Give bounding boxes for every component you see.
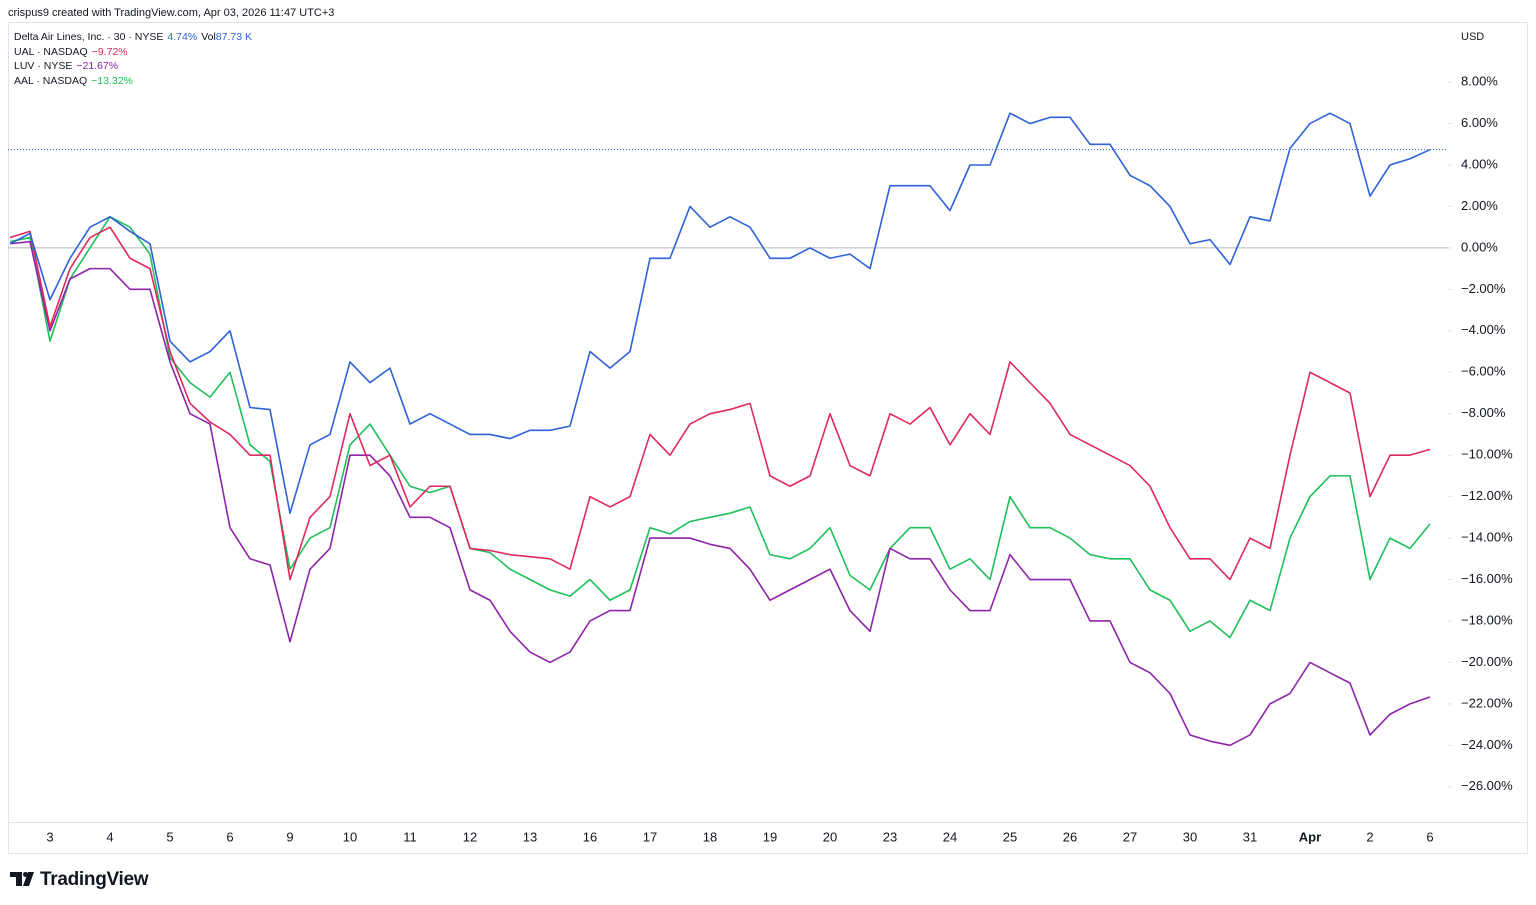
y-tick-label: 6.00%	[1461, 115, 1498, 130]
x-tick-label: 17	[643, 829, 657, 844]
x-tick-label: 18	[703, 829, 717, 844]
x-tick-label: 24	[943, 829, 957, 844]
series-line	[9, 226, 1431, 581]
x-tick-label: 16	[583, 829, 597, 844]
y-tick-label: −26.00%	[1461, 778, 1513, 793]
x-tick-label: 30	[1183, 829, 1197, 844]
legend-name: LUV · NYSE	[14, 60, 73, 72]
y-tick-label: −22.00%	[1461, 695, 1513, 710]
x-tick-label: Apr	[1299, 829, 1321, 844]
volume-label: Vol	[201, 31, 216, 43]
y-tick-label: −8.00%	[1461, 405, 1506, 420]
x-tick-label: 31	[1243, 829, 1257, 844]
x-tick-label: 11	[403, 829, 417, 844]
brand: TradingView	[40, 869, 149, 890]
header: crispus9 created with TradingView.com, A…	[8, 7, 335, 19]
x-tick-label: 9	[286, 829, 293, 844]
legend-row: LUV · NYSE −21.67%	[14, 59, 256, 74]
series-line	[9, 216, 1431, 639]
chart-frame	[8, 22, 1528, 854]
legend-name: AAL · NASDAQ	[14, 74, 88, 87]
y-tick-label: −20.00%	[1461, 654, 1513, 669]
y-tick-label: 0.00%	[1461, 239, 1498, 254]
legend-name: Delta Air Lines, Inc. · 30 · NYSE	[14, 31, 164, 43]
x-tick-label: 26	[1063, 829, 1077, 844]
x-tick-label: 20	[823, 829, 837, 844]
y-tick-label: −24.00%	[1461, 737, 1513, 752]
series-line	[9, 240, 1431, 747]
logo-icon	[10, 872, 34, 886]
y-tick-label: −14.00%	[1461, 529, 1513, 544]
x-tick-label: 27	[1123, 829, 1137, 844]
y-tick-label: −12.00%	[1461, 488, 1513, 503]
x-tick-label: 25	[1003, 829, 1017, 844]
legend-row: AAL · NASDAQ −13.32%	[14, 74, 256, 89]
y-tick-label: 2.00%	[1461, 198, 1498, 213]
x-tick-label: 3	[46, 829, 53, 844]
legend-row: UAL · NASDAQ −9.72%	[14, 45, 256, 60]
y-tick-label: −10.00%	[1461, 447, 1513, 462]
x-tick-label: 2	[1366, 829, 1373, 844]
x-tick-label: 13	[523, 829, 537, 844]
y-tick-label: −16.00%	[1461, 571, 1513, 586]
volume-value: 87.73 K	[215, 31, 252, 43]
y-tick-label: 8.00%	[1461, 74, 1498, 89]
x-tick-label: 6	[1426, 829, 1433, 844]
x-tick-label: 19	[763, 829, 777, 844]
x-tick-label: 6	[226, 829, 233, 844]
x-tick-label: 5	[166, 829, 173, 844]
legend-change: 4.74%	[167, 31, 198, 43]
x-tick-label: 12	[463, 829, 477, 844]
legend-change: −9.72%	[91, 45, 128, 58]
y-tick-label: 4.00%	[1461, 156, 1498, 171]
y-tick-label: −6.00%	[1461, 364, 1506, 379]
x-tick-label: 23	[883, 829, 897, 844]
legend: Delta Air Lines, Inc. · 30 · NYSE 4.74% Vo…	[14, 30, 256, 88]
x-tick-label: 10	[343, 829, 357, 844]
y-tick-label: −2.00%	[1461, 281, 1506, 296]
legend-change: −13.32%	[91, 74, 133, 87]
currency-label: USD	[1461, 31, 1484, 43]
legend-change: −21.67%	[76, 60, 119, 72]
y-tick-label: −4.00%	[1461, 322, 1506, 337]
legend-row: Delta Air Lines, Inc. · 30 · NYSE 4.74% Vo…	[14, 30, 256, 45]
legend-name: UAL · NASDAQ	[14, 45, 88, 58]
x-tick-label: 4	[106, 829, 113, 844]
y-tick-label: −18.00%	[1461, 612, 1513, 627]
series-line	[9, 112, 1431, 514]
